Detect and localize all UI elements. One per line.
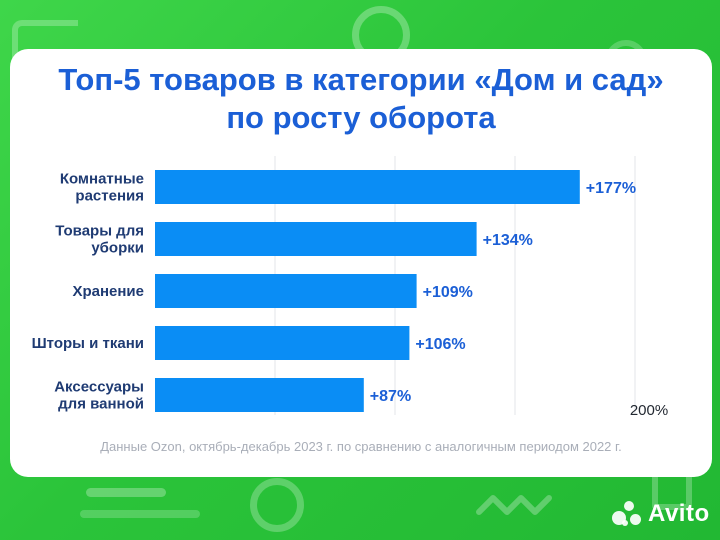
category-label-line: Комнатные bbox=[60, 171, 144, 188]
bar bbox=[155, 170, 580, 204]
value-label: +106% bbox=[415, 336, 465, 353]
value-label: +109% bbox=[423, 284, 473, 301]
category-label: Хранение bbox=[72, 283, 144, 300]
category-label-line: растения bbox=[75, 188, 144, 205]
category-label-line: Товары для bbox=[55, 223, 144, 240]
decorative-bar bbox=[86, 488, 166, 497]
chart-title-line-1: Топ-5 товаров в категории «Дом и сад» bbox=[58, 62, 664, 97]
avito-logo-text: Avito bbox=[648, 500, 710, 527]
decorative-wave bbox=[476, 495, 552, 515]
value-label: +134% bbox=[483, 232, 533, 249]
value-label: +177% bbox=[586, 180, 636, 197]
category-label-line: уборки bbox=[91, 240, 144, 257]
category-label: Комнатные растения bbox=[60, 171, 144, 205]
footnote: Данные Ozon, октябрь-декабрь 2023 г. по … bbox=[100, 439, 622, 454]
category-label-line: Аксессуары bbox=[54, 379, 144, 396]
category-label: Товары для уборки bbox=[55, 223, 144, 257]
chart-title: Топ-5 товаров в категории «Дом и сад» по… bbox=[10, 61, 712, 137]
bar bbox=[155, 378, 364, 412]
chart-title-line-2: по росту оборота bbox=[226, 100, 496, 135]
value-label: +87% bbox=[370, 388, 411, 405]
bar bbox=[155, 222, 477, 256]
avito-logo: Avito bbox=[612, 498, 710, 530]
category-label: Аксессуары для ванной bbox=[54, 379, 144, 413]
category-label-line: Шторы и ткани bbox=[32, 335, 144, 352]
decorative-ring bbox=[250, 478, 304, 532]
decorative-bar bbox=[80, 510, 200, 518]
chart-card: Топ-5 товаров в категории «Дом и сад» по… bbox=[10, 49, 712, 477]
bar bbox=[155, 274, 417, 308]
bar bbox=[155, 326, 410, 360]
category-label: Шторы и ткани bbox=[32, 335, 144, 352]
x-tick-label: 200% bbox=[630, 402, 668, 419]
avito-logo-icon bbox=[612, 501, 642, 527]
category-label-line: для ванной bbox=[58, 396, 144, 413]
category-label-line: Хранение bbox=[72, 283, 144, 300]
bar-chart: Комнатные растения +177% Товары для уборки +1… bbox=[32, 156, 668, 419]
